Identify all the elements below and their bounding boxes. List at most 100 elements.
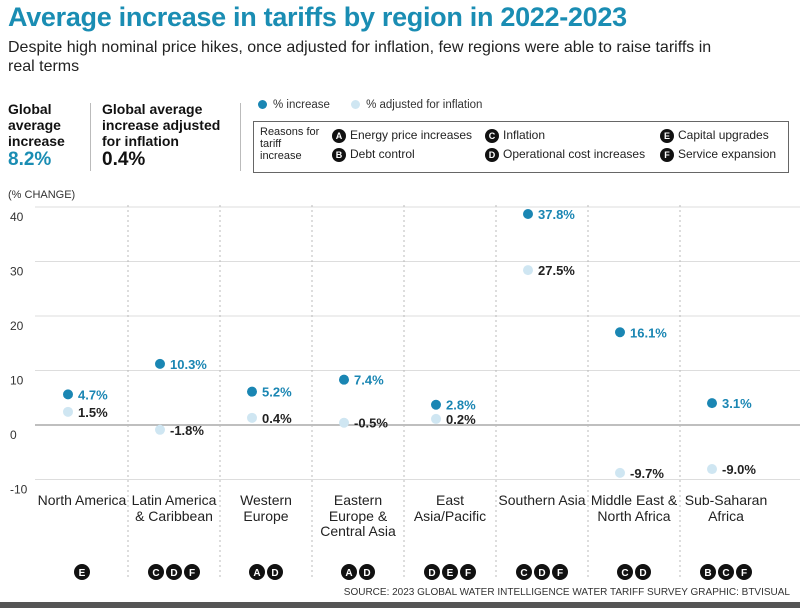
adjusted-point — [615, 467, 625, 478]
data-label: 0.2% — [446, 412, 476, 427]
bottom-bar — [0, 602, 800, 608]
legend-increase: % increase — [273, 99, 330, 111]
reason-badge-text: D — [538, 568, 545, 579]
reason-badge-text: D — [363, 568, 370, 579]
adjusted-point — [247, 412, 257, 423]
reason-c: C Inflation — [485, 128, 545, 143]
reason-badge-text: A — [253, 568, 260, 579]
badge-b-icon: B — [332, 147, 346, 162]
reason-badge-text: B — [704, 568, 711, 579]
reason-badge-text: C — [520, 568, 527, 579]
data-label: -1.8% — [170, 423, 204, 438]
reason-badge-c-icon — [718, 564, 734, 580]
y-axis-label: (% CHANGE) — [8, 189, 76, 201]
increase-point — [247, 386, 257, 397]
kpi-global-increase: Global average increase 8.2% — [8, 101, 88, 171]
badge-e-icon: E — [660, 128, 674, 143]
reason-badge-e-icon — [74, 564, 90, 580]
reason-d: D Operational cost increases — [485, 147, 645, 162]
reason-badge-c-icon — [516, 564, 532, 580]
reason-badge-text: D — [639, 568, 646, 579]
kpi-value: 0.4% — [102, 149, 146, 170]
reason-badge-a-icon — [249, 564, 265, 580]
increase-dot-icon — [258, 100, 267, 110]
adjusted-point — [155, 424, 165, 435]
region-label: East Asia/Pacific — [413, 492, 487, 524]
reason-badge-text: D — [271, 568, 278, 579]
reason-badge-text: A — [345, 568, 352, 579]
reason-badge-text: F — [465, 568, 471, 579]
data-label: 5.2% — [262, 385, 292, 400]
badge-d-icon: D — [485, 147, 499, 162]
reason-badge-a-icon — [341, 564, 357, 580]
region-label: Middle East & North Africa — [590, 492, 678, 524]
increase-point — [431, 399, 441, 410]
reason-badge-c-icon — [148, 564, 164, 580]
reason-badge-text: D — [428, 568, 435, 579]
reason-badge-text: C — [152, 568, 159, 579]
increase-point — [615, 327, 625, 338]
kpi-label: Global average increase — [8, 101, 65, 149]
y-tick-label: 0 — [10, 428, 17, 442]
reason-badge-d-icon — [635, 564, 651, 580]
reason-badge-c-icon — [617, 564, 633, 580]
reason-badge-text: E — [79, 568, 86, 579]
reason-a: A Energy price increases — [332, 128, 472, 143]
region-label: Sub-Saharan Africa — [684, 492, 768, 524]
reason-badge-text: F — [189, 568, 195, 579]
reason-badge-d-icon — [166, 564, 182, 580]
data-label: 10.3% — [170, 357, 207, 372]
data-label: 37.8% — [538, 207, 575, 222]
source-note: SOURCE: 2023 GLOBAL WATER INTELLIGENCE W… — [343, 587, 790, 598]
reason-badge-f-icon — [736, 564, 752, 580]
badge-f-icon: F — [660, 147, 674, 162]
y-tick-label: 20 — [10, 319, 24, 333]
increase-point — [63, 389, 73, 400]
region-label: Southern Asia — [498, 492, 586, 508]
data-label: 27.5% — [538, 263, 575, 278]
badge-a-icon: A — [332, 128, 346, 143]
chart-subtitle: Despite high nominal price hikes, once a… — [8, 39, 712, 75]
reason-f: F Service expansion — [660, 147, 776, 162]
increase-point — [155, 358, 165, 369]
reason-badge-f-icon — [460, 564, 476, 580]
reason-badge-b-icon — [700, 564, 716, 580]
reason-badge-d-icon — [267, 564, 283, 580]
region-label: Western Europe — [240, 492, 292, 524]
adjusted-point — [63, 406, 73, 417]
reason-badge-text: C — [621, 568, 628, 579]
adjusted-point — [339, 417, 349, 428]
reason-label: Service expansion — [678, 147, 777, 161]
divider — [90, 103, 91, 171]
kpi-global-adjusted: Global average increase adjusted for inf… — [102, 101, 232, 171]
data-label: 3.1% — [722, 396, 752, 411]
region-label: Latin America & Caribbean — [131, 492, 217, 524]
series-legend: % increase % adjusted for inflation — [258, 99, 482, 111]
kpi-label: Global average increase adjusted for inf… — [102, 101, 221, 149]
increase-point — [339, 374, 349, 385]
data-label: -0.5% — [354, 416, 388, 431]
reasons-title: Reasons for tariff increase — [260, 126, 320, 162]
data-label: 1.5% — [78, 405, 108, 420]
reason-badge-text: E — [447, 568, 454, 579]
reason-badge-f-icon — [552, 564, 568, 580]
data-label: 7.4% — [354, 373, 384, 388]
reason-b: B Debt control — [332, 147, 415, 162]
reason-label: Capital upgrades — [678, 128, 769, 142]
reason-badge-text: F — [741, 568, 747, 579]
adjusted-point — [707, 464, 717, 475]
reason-badge-d-icon — [424, 564, 440, 580]
y-tick-label: 10 — [10, 374, 24, 388]
increase-point — [707, 398, 717, 409]
y-tick-label: 30 — [10, 265, 24, 279]
data-label: 16.1% — [630, 325, 667, 340]
reason-label: Inflation — [503, 128, 546, 142]
reason-badge-text: C — [722, 568, 729, 579]
data-label: 2.8% — [446, 398, 476, 413]
legend-adjusted: % adjusted for inflation — [366, 99, 483, 111]
reason-label: Operational cost increases — [503, 147, 646, 161]
reason-e: E Capital upgrades — [660, 128, 769, 143]
y-tick-label: 40 — [10, 210, 24, 224]
reason-badge-text: F — [557, 568, 563, 579]
